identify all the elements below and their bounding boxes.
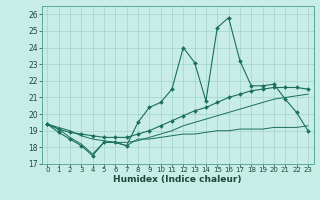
X-axis label: Humidex (Indice chaleur): Humidex (Indice chaleur) (113, 175, 242, 184)
